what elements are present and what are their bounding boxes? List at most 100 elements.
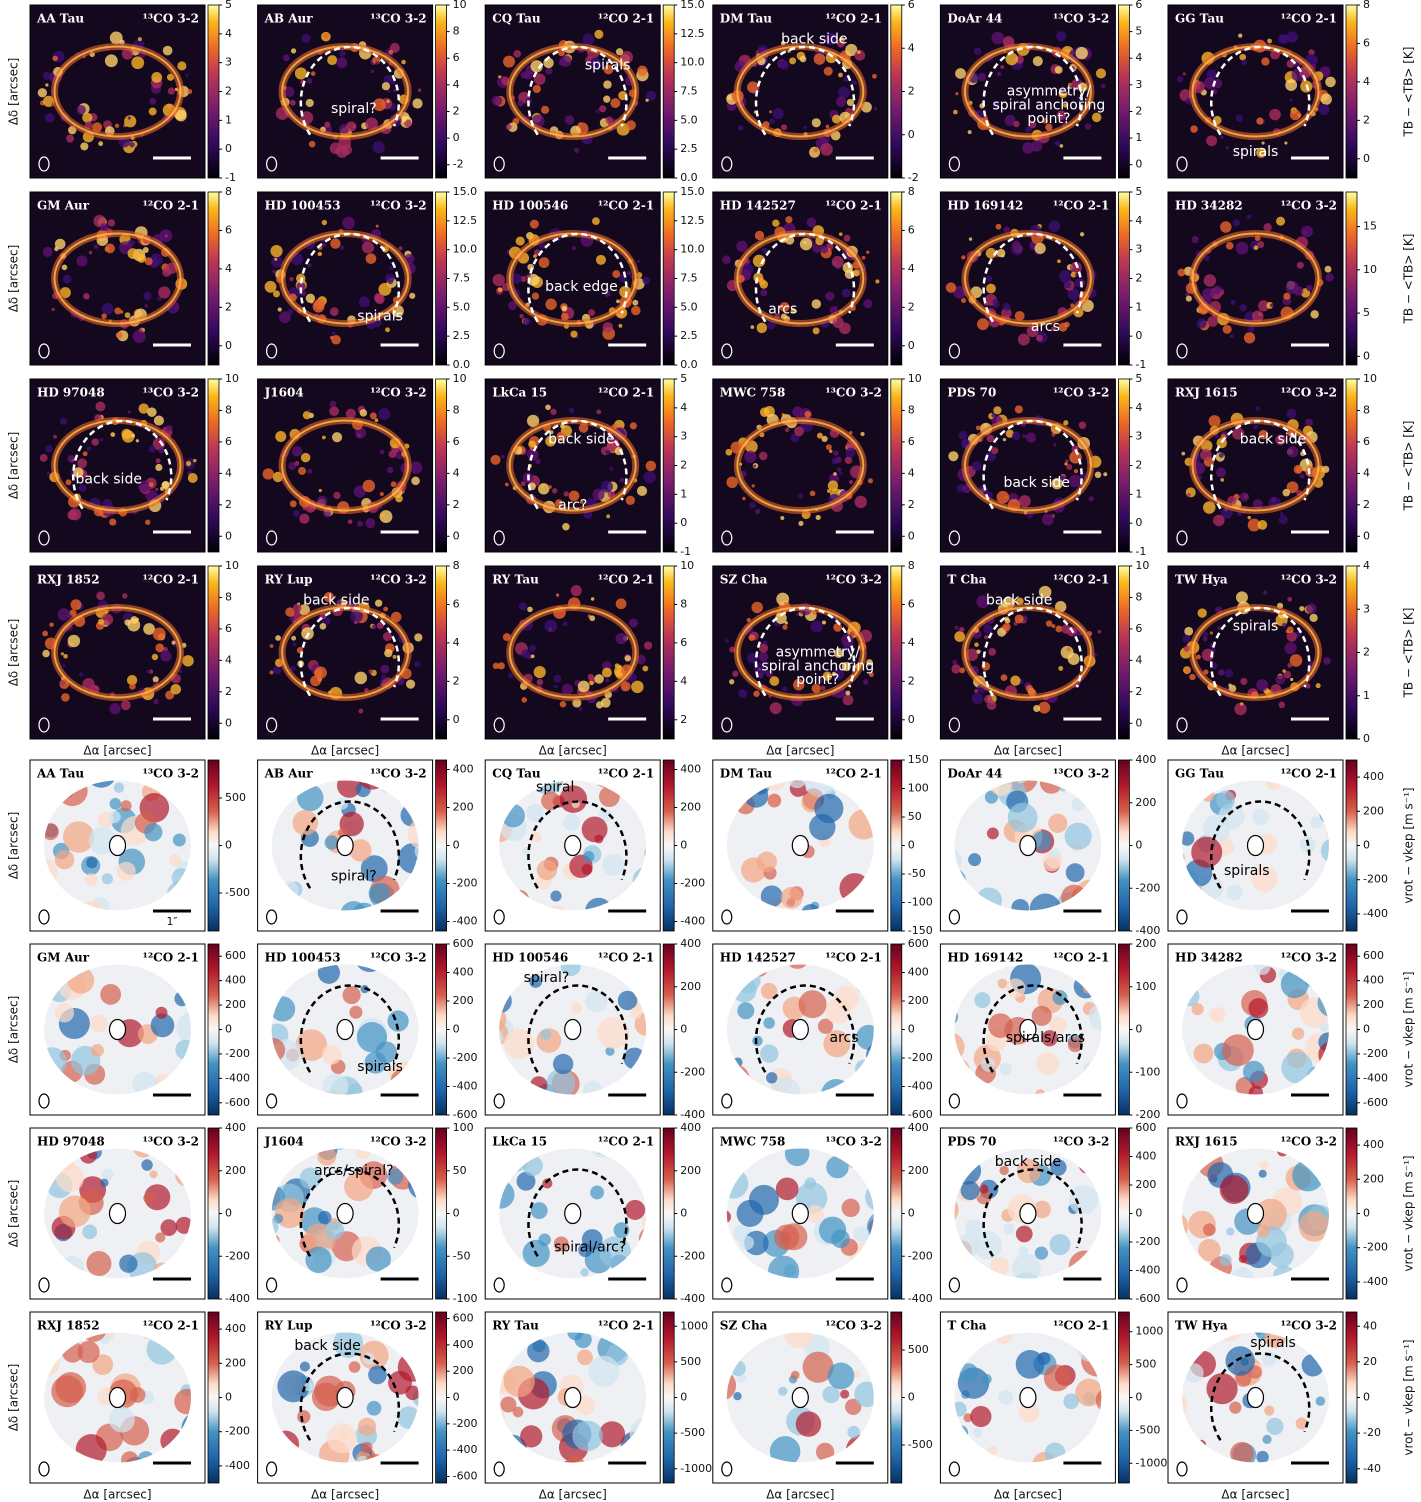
annotation: spirals bbox=[1233, 144, 1279, 160]
colorbar-tick-label: 0 bbox=[225, 1023, 232, 1036]
panel-title: SZ Cha bbox=[720, 573, 768, 587]
line-label: ¹²CO 2-1 bbox=[1053, 199, 1109, 213]
velocity-blob bbox=[598, 808, 612, 822]
panel-title: TW Hya bbox=[1175, 573, 1228, 587]
velocity-blob bbox=[1034, 1246, 1049, 1260]
image-frame bbox=[484, 1311, 661, 1484]
image bbox=[712, 1312, 888, 1483]
velocity-blob bbox=[1258, 1169, 1267, 1178]
emission-blob bbox=[1315, 683, 1321, 689]
line-label: ¹²CO 2-1 bbox=[598, 573, 654, 587]
line-label: ¹³CO 3-2 bbox=[825, 1135, 881, 1149]
colorbar-label: TB − <TB> [K] bbox=[1402, 421, 1416, 512]
emission-blob bbox=[144, 257, 153, 266]
velocity-blob bbox=[769, 1436, 801, 1463]
emission-blob bbox=[37, 88, 48, 98]
velocity-blob bbox=[100, 1178, 109, 1187]
emission-blob bbox=[811, 683, 821, 694]
emission-blob bbox=[1263, 590, 1268, 595]
colorbar-tick-label: 1000 bbox=[1135, 1325, 1163, 1338]
line-label: ¹²CO 3-2 bbox=[1281, 573, 1337, 587]
line-label: ¹²CO 2-1 bbox=[1281, 12, 1337, 26]
colorbar-tick-label: 4 bbox=[1135, 51, 1142, 64]
beam bbox=[38, 1461, 50, 1477]
colorbar bbox=[1118, 1311, 1130, 1484]
emission-blob bbox=[751, 601, 763, 614]
velocity-blob bbox=[760, 885, 783, 908]
emission-blob bbox=[965, 648, 979, 661]
image-frame bbox=[1167, 565, 1344, 740]
colorbar bbox=[890, 4, 903, 179]
emission-blob bbox=[1232, 427, 1245, 440]
panel-title: GG Tau bbox=[1175, 12, 1224, 26]
colorbar-tick-label: 0 bbox=[1135, 839, 1142, 852]
emission-blob bbox=[775, 612, 787, 624]
colorbar-tick-label: 400 bbox=[680, 763, 701, 776]
emission-blob bbox=[616, 299, 620, 304]
beam bbox=[493, 156, 505, 172]
emission-blob bbox=[1269, 108, 1281, 121]
emission-blob bbox=[803, 240, 807, 245]
emission-blob bbox=[323, 32, 329, 39]
annotation: back side bbox=[303, 593, 369, 609]
velocity-blob bbox=[500, 1396, 517, 1413]
colorbar-tick-label: 6 bbox=[1363, 435, 1370, 448]
colorbar-tick-label: 200 bbox=[1135, 1178, 1156, 1191]
colorbar-tick-label: 4 bbox=[453, 636, 460, 649]
velocity-blob bbox=[770, 1077, 801, 1095]
beam bbox=[1176, 717, 1188, 733]
beam bbox=[721, 530, 733, 546]
emission-blob bbox=[385, 327, 390, 333]
emission-blob bbox=[144, 519, 151, 525]
velocity-blob bbox=[550, 890, 562, 902]
emission-blob bbox=[867, 478, 874, 484]
emission-blob bbox=[353, 620, 358, 625]
colorbar-tick-label: 6 bbox=[908, 597, 915, 610]
velocity-blob bbox=[1254, 964, 1271, 975]
emission-blob bbox=[1248, 326, 1255, 333]
emission-blob bbox=[1002, 623, 1011, 631]
image bbox=[485, 192, 661, 365]
emission-blob bbox=[1229, 334, 1234, 338]
velocity-blob bbox=[613, 1222, 630, 1239]
velocity-blob bbox=[856, 1024, 874, 1050]
emission-blob bbox=[605, 449, 611, 455]
emission-blob bbox=[187, 89, 193, 95]
emission-blob bbox=[80, 142, 89, 151]
colorbar bbox=[662, 1127, 675, 1300]
image-frame bbox=[939, 943, 1116, 1116]
velocity-blob bbox=[981, 1373, 992, 1385]
colorbar-tick-label: 3 bbox=[1135, 243, 1142, 256]
emission-blob bbox=[307, 408, 311, 413]
line-label: ¹³CO 3-2 bbox=[143, 1135, 199, 1149]
emission-blob bbox=[1074, 273, 1079, 277]
emission-blob bbox=[378, 282, 392, 296]
colorbar-tick-label: -600 bbox=[453, 1469, 478, 1482]
emission-blob bbox=[760, 289, 768, 297]
emission-blob bbox=[1290, 677, 1294, 682]
colorbar-tick-label: 10 bbox=[225, 559, 239, 572]
emission-blob bbox=[1095, 68, 1107, 79]
panel-title: MWC 758 bbox=[720, 386, 786, 400]
emission-blob bbox=[782, 624, 788, 630]
emission-blob bbox=[105, 243, 115, 254]
emission-blob bbox=[262, 468, 274, 480]
colorbar bbox=[890, 191, 903, 366]
emission-blob bbox=[612, 270, 621, 279]
x-axis-label: Δα [arcsec] bbox=[539, 744, 607, 758]
feature-outline bbox=[982, 606, 1083, 697]
emission-blob bbox=[968, 237, 973, 241]
emission-blob bbox=[1061, 624, 1071, 634]
line-label: ¹²CO 3-2 bbox=[1053, 386, 1109, 400]
emission-blob bbox=[1220, 135, 1224, 139]
emission-blob bbox=[838, 86, 850, 99]
emission-blob bbox=[96, 591, 105, 601]
panel: HD 100453 ¹²CO 3-2spirals0.02.55.07.510.0… bbox=[257, 185, 477, 371]
colorbar-tick-label: 5 bbox=[225, 0, 232, 11]
emission-blob bbox=[294, 67, 307, 80]
colorbar-tick-label: -200 bbox=[680, 877, 705, 890]
emission-blob bbox=[1218, 669, 1225, 676]
colorbar-tick-label: 10 bbox=[453, 372, 467, 385]
emission-blob bbox=[99, 223, 108, 232]
